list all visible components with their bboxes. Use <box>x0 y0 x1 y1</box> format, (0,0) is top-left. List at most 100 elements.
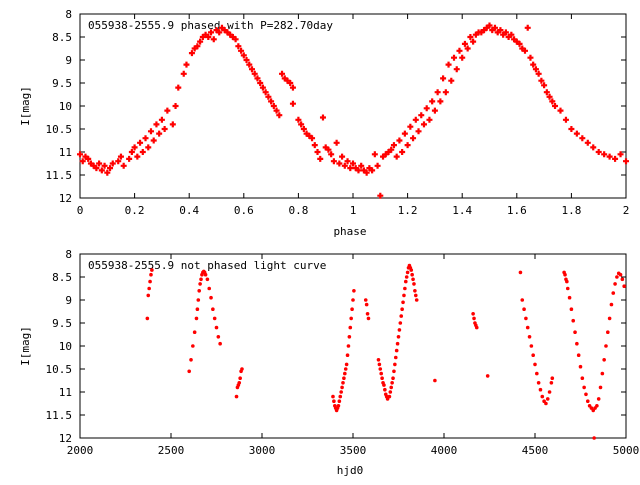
top-data-point <box>257 80 264 86</box>
top-data-point <box>516 40 523 47</box>
top-xtick-label: 0.2 <box>125 204 145 217</box>
bottom-ytick-label: 10 <box>59 340 72 353</box>
bottom-xtick-label: 3000 <box>249 444 276 457</box>
top-xtick-label: 0.6 <box>234 204 254 217</box>
top-data-point <box>579 135 586 142</box>
bottom-data-point <box>620 277 625 282</box>
bottom-data-point <box>433 378 437 383</box>
bottom-data-point <box>212 316 217 321</box>
top-data-point <box>453 66 460 73</box>
top-xtick-label: 1 <box>350 204 357 217</box>
bottom-data-point <box>146 293 151 298</box>
bottom-data-point <box>336 404 341 408</box>
bottom-data-point <box>393 355 398 360</box>
top-data-point <box>601 151 608 158</box>
bottom-data-point <box>609 302 614 307</box>
bottom-data-point <box>388 390 393 394</box>
top-data-point <box>276 112 283 119</box>
bottom-data-point <box>192 330 197 335</box>
top-data-point <box>197 38 204 45</box>
bottom-data-point <box>404 275 409 279</box>
bottom-data-point <box>412 282 416 286</box>
bottom-data-point <box>197 289 202 293</box>
bottom-data-point <box>211 307 215 312</box>
bottom-data-point <box>531 353 535 358</box>
top-data-point <box>93 165 100 172</box>
top-data-point <box>259 84 266 91</box>
top-data-point <box>573 130 580 137</box>
top-data-point <box>418 112 425 119</box>
bottom-data-point <box>395 341 400 346</box>
top-ytick-label: 11.5 <box>46 169 73 182</box>
bottom-data-point <box>607 316 612 321</box>
bottom-data-point <box>339 390 343 394</box>
top-data-point <box>508 31 515 38</box>
bottom-data-point <box>535 371 539 376</box>
top-data-point <box>410 135 417 142</box>
bottom-data-point <box>191 344 195 348</box>
top-data-point <box>344 158 351 165</box>
bottom-data-point <box>525 325 530 330</box>
bottom-data-point <box>540 394 545 399</box>
top-data-point <box>289 84 296 91</box>
bottom-data-point <box>376 358 381 362</box>
bottom-data-point <box>209 295 213 300</box>
top-data-point <box>319 114 326 121</box>
top-data-point <box>147 128 154 135</box>
bottom-data-point <box>240 367 244 371</box>
bottom-data-point <box>618 272 623 277</box>
top-ytick-label: 9 <box>65 54 72 67</box>
bottom-xtick-label: 2000 <box>67 444 94 457</box>
top-xtick-label: 2 <box>623 204 630 217</box>
bottom-data-point <box>569 307 574 312</box>
top-data-point <box>142 135 149 142</box>
top-data-point <box>347 165 354 172</box>
bottom-data-point <box>471 312 475 316</box>
top-xtick-label: 1.6 <box>507 204 527 217</box>
top-data-point <box>491 24 498 31</box>
bottom-xtick-label: 4500 <box>522 444 549 457</box>
top-data-point <box>172 103 179 109</box>
top-data-point <box>521 47 528 54</box>
top-data-point <box>412 116 419 123</box>
bottom-data-point <box>214 325 219 330</box>
top-data-point <box>265 93 272 100</box>
bottom-data-point <box>622 284 626 289</box>
bottom-data-point <box>346 344 351 348</box>
bottom-plot-frame <box>79 253 627 439</box>
bottom-data-point <box>575 341 579 346</box>
top-data-point <box>440 75 447 82</box>
top-data-point <box>464 45 471 52</box>
top-data-point <box>546 93 553 100</box>
bottom-data-point <box>403 286 407 291</box>
top-data-point <box>137 139 144 146</box>
top-data-point <box>232 36 239 43</box>
bottom-chart-xlabel: hjd0 <box>337 464 364 477</box>
top-data-point <box>429 98 436 105</box>
top-data-point <box>325 146 332 153</box>
top-data-point <box>451 54 458 61</box>
top-data-point <box>183 61 190 68</box>
bottom-data-point <box>238 376 242 381</box>
bottom-data-point <box>340 385 344 390</box>
top-data-point <box>401 130 408 137</box>
bottom-data-point <box>529 344 534 348</box>
bottom-data-point <box>585 399 590 404</box>
top-data-point <box>317 155 324 162</box>
top-data-point <box>295 116 302 123</box>
top-data-point <box>448 77 455 84</box>
bottom-data-point <box>401 300 405 305</box>
bottom-xtick-label: 3500 <box>340 444 367 457</box>
top-data-point <box>134 153 141 160</box>
top-ytick-label: 12 <box>59 192 72 205</box>
bottom-data-point <box>331 394 335 399</box>
bottom-data-point <box>582 385 586 390</box>
bottom-data-point <box>550 376 555 381</box>
bottom-data-point <box>351 298 355 302</box>
top-data-point <box>279 70 286 77</box>
bottom-data-point <box>474 325 479 330</box>
bottom-data-point <box>584 392 588 397</box>
top-data-point <box>396 137 403 144</box>
top-data-point <box>120 162 127 169</box>
bottom-data-point <box>347 335 352 339</box>
